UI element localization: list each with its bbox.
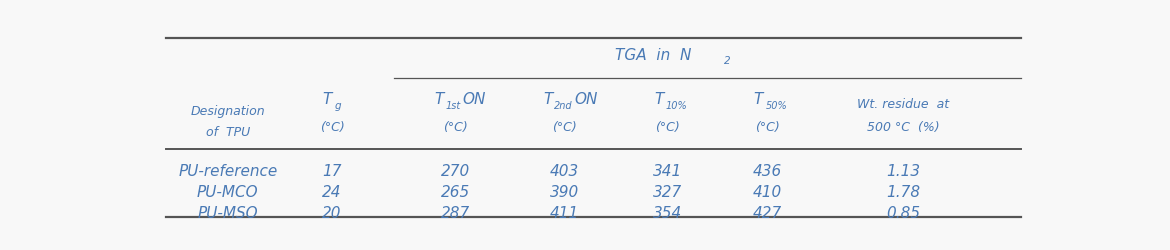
Text: 270: 270 <box>441 164 470 179</box>
Text: 2: 2 <box>724 56 730 66</box>
Text: T: T <box>322 92 331 107</box>
Text: 1.13: 1.13 <box>887 164 921 179</box>
Text: 10%: 10% <box>666 101 688 111</box>
Text: 24: 24 <box>323 185 342 200</box>
Text: T: T <box>753 92 763 107</box>
Text: ON: ON <box>463 92 487 107</box>
Text: 410: 410 <box>752 185 782 200</box>
Text: T: T <box>434 92 443 107</box>
Text: (°C): (°C) <box>655 121 680 134</box>
Text: 50%: 50% <box>765 101 787 111</box>
Text: 0.85: 0.85 <box>887 206 921 221</box>
Text: PU-reference: PU-reference <box>178 164 277 179</box>
Text: 2nd: 2nd <box>555 101 572 111</box>
Text: 403: 403 <box>550 164 579 179</box>
Text: 354: 354 <box>653 206 682 221</box>
Text: PU-MSO: PU-MSO <box>198 206 259 221</box>
Text: (°C): (°C) <box>443 121 468 134</box>
Text: (°C): (°C) <box>319 121 344 134</box>
Text: 427: 427 <box>752 206 782 221</box>
Text: TGA  in  N: TGA in N <box>614 48 691 64</box>
Text: T: T <box>543 92 552 107</box>
Text: of  TPU: of TPU <box>206 126 250 140</box>
Text: (°C): (°C) <box>755 121 779 134</box>
Text: T: T <box>654 92 663 107</box>
Text: 265: 265 <box>441 185 470 200</box>
Text: 411: 411 <box>550 206 579 221</box>
Text: 390: 390 <box>550 185 579 200</box>
Text: 327: 327 <box>653 185 682 200</box>
Text: 287: 287 <box>441 206 470 221</box>
Text: 20: 20 <box>323 206 342 221</box>
Text: 17: 17 <box>323 164 342 179</box>
Text: g: g <box>335 101 340 111</box>
Text: Wt. residue  at: Wt. residue at <box>858 98 949 110</box>
Text: Designation: Designation <box>191 105 266 118</box>
Text: ON: ON <box>574 92 598 107</box>
Text: 500 °C  (%): 500 °C (%) <box>867 121 940 134</box>
Text: (°C): (°C) <box>552 121 577 134</box>
Text: 1.78: 1.78 <box>887 185 921 200</box>
Text: 1st: 1st <box>445 101 460 111</box>
Text: 436: 436 <box>752 164 782 179</box>
Text: PU-MCO: PU-MCO <box>197 185 259 200</box>
Text: 341: 341 <box>653 164 682 179</box>
